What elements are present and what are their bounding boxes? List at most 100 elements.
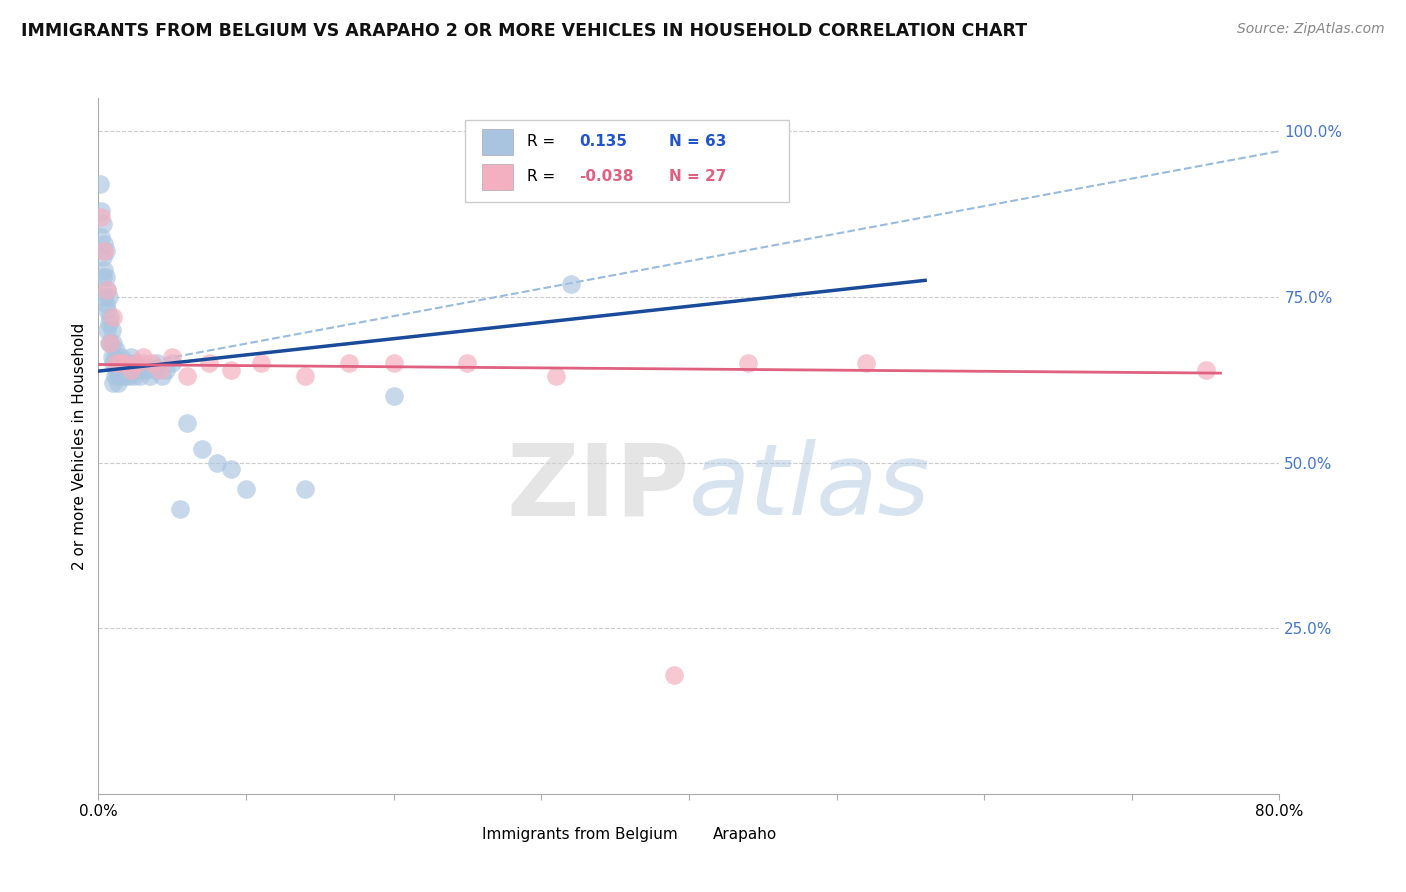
Text: atlas: atlas	[689, 439, 931, 536]
Point	[198, 356, 221, 370]
Point	[114, 356, 136, 370]
Point	[105, 343, 128, 357]
Point	[135, 363, 157, 377]
Point	[96, 303, 118, 318]
FancyBboxPatch shape	[482, 163, 513, 190]
Point	[97, 290, 120, 304]
Point	[855, 356, 877, 370]
Text: N = 63: N = 63	[669, 135, 727, 150]
Point	[97, 336, 120, 351]
Point	[96, 283, 118, 297]
Point	[122, 369, 145, 384]
Point	[108, 369, 131, 384]
Point	[235, 482, 257, 496]
Point	[191, 442, 214, 457]
Text: Source: ZipAtlas.com: Source: ZipAtlas.com	[1237, 22, 1385, 37]
Text: R =: R =	[527, 169, 555, 185]
Point	[146, 356, 169, 370]
Point	[90, 211, 112, 225]
Point	[98, 310, 121, 324]
Point	[219, 363, 242, 377]
Point	[132, 356, 155, 370]
Point	[93, 236, 115, 251]
Point	[132, 350, 155, 364]
Point	[382, 389, 405, 403]
FancyBboxPatch shape	[447, 824, 472, 846]
FancyBboxPatch shape	[482, 128, 513, 155]
Point	[162, 350, 183, 364]
Point	[150, 369, 173, 384]
Point	[139, 369, 162, 384]
Point	[90, 203, 112, 218]
Point	[382, 356, 405, 370]
Point	[89, 178, 111, 192]
Point	[103, 376, 125, 390]
Text: R =: R =	[527, 135, 555, 150]
Text: Arapaho: Arapaho	[713, 828, 776, 842]
Point	[125, 356, 148, 370]
Text: ZIP: ZIP	[506, 439, 689, 536]
Y-axis label: 2 or more Vehicles in Household: 2 or more Vehicles in Household	[72, 322, 87, 570]
Point	[90, 230, 112, 244]
Text: N = 27: N = 27	[669, 169, 727, 185]
Point	[121, 363, 143, 377]
Point	[98, 336, 121, 351]
Point	[294, 482, 316, 496]
Point	[117, 356, 139, 370]
Point	[250, 356, 273, 370]
Point	[118, 369, 141, 384]
Point	[664, 667, 686, 681]
Point	[120, 350, 142, 364]
Point	[162, 356, 183, 370]
Point	[97, 317, 120, 331]
Point	[737, 356, 759, 370]
Point	[91, 217, 114, 231]
Point	[96, 283, 118, 297]
Point	[112, 356, 135, 370]
Point	[104, 369, 127, 384]
Point	[115, 363, 138, 377]
Point	[91, 250, 114, 264]
Point	[94, 270, 117, 285]
Point	[339, 356, 360, 370]
Point	[91, 270, 114, 285]
Point	[294, 369, 316, 384]
Point	[127, 363, 149, 377]
Point	[205, 456, 228, 470]
Point	[93, 244, 115, 258]
Point	[98, 336, 121, 351]
Point	[128, 369, 150, 384]
Point	[176, 369, 198, 384]
Point	[103, 310, 125, 324]
Point	[169, 502, 191, 516]
Point	[104, 350, 127, 364]
Point	[546, 369, 568, 384]
Text: 0.135: 0.135	[579, 135, 627, 150]
Point	[93, 263, 115, 277]
Point	[103, 356, 125, 370]
Point	[105, 363, 128, 377]
Point	[124, 356, 146, 370]
Point	[94, 296, 117, 310]
Point	[1195, 363, 1218, 377]
Point	[100, 323, 122, 337]
Point	[120, 363, 142, 377]
Point	[107, 376, 129, 390]
Text: -0.038: -0.038	[579, 169, 634, 185]
Text: IMMIGRANTS FROM BELGIUM VS ARAPAHO 2 OR MORE VEHICLES IN HOUSEHOLD CORRELATION C: IMMIGRANTS FROM BELGIUM VS ARAPAHO 2 OR …	[21, 22, 1028, 40]
Point	[93, 290, 115, 304]
Text: Immigrants from Belgium: Immigrants from Belgium	[482, 828, 678, 842]
Point	[100, 350, 122, 364]
Point	[176, 416, 198, 430]
Point	[141, 356, 163, 370]
Point	[155, 363, 177, 377]
Point	[96, 323, 118, 337]
Point	[456, 356, 478, 370]
Point	[107, 356, 129, 370]
FancyBboxPatch shape	[678, 824, 703, 846]
FancyBboxPatch shape	[464, 120, 789, 202]
Point	[219, 462, 242, 476]
Point	[110, 350, 132, 364]
Point	[111, 363, 134, 377]
Point	[149, 363, 172, 377]
